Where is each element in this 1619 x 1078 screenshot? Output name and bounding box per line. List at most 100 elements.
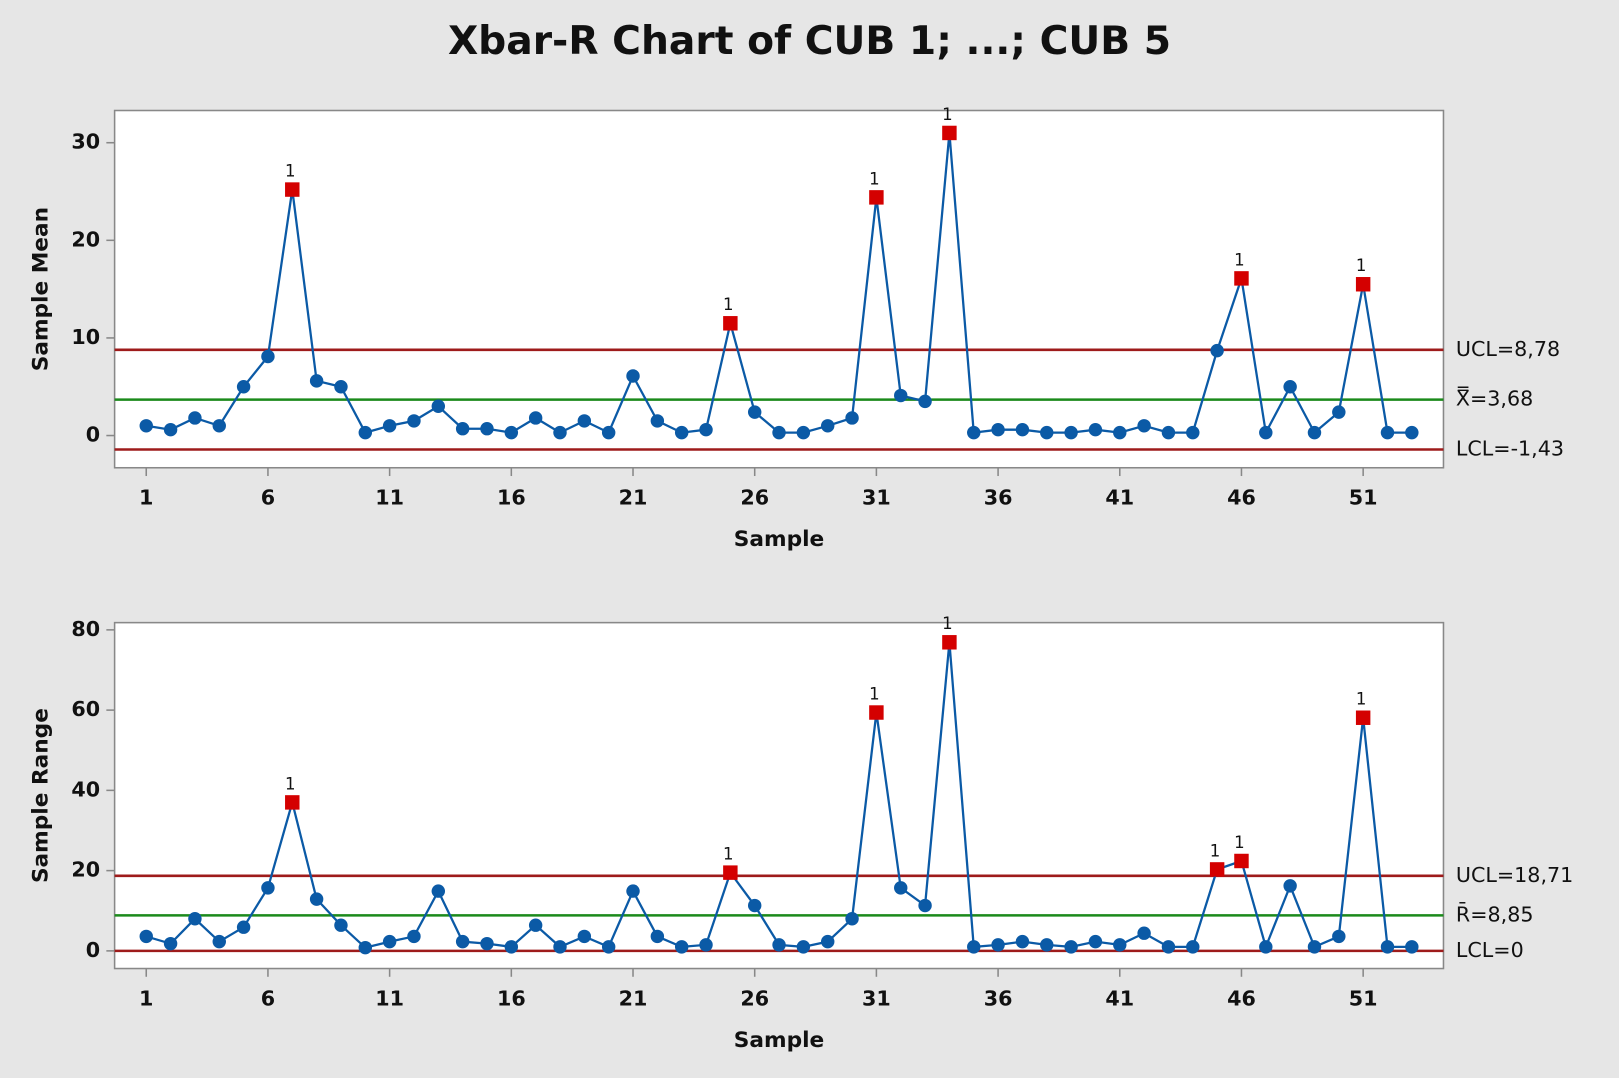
flagged-point	[869, 705, 884, 720]
data-point	[967, 940, 981, 954]
x-tick-label: 6	[261, 486, 275, 510]
y-tick-label: 0	[86, 938, 100, 962]
data-point	[577, 414, 592, 428]
control-line-label: LCL=-1,43	[1456, 437, 1564, 461]
data-point	[1307, 940, 1322, 954]
flagged-point	[285, 795, 300, 810]
x-axis-label: Sample	[734, 1028, 824, 1053]
data-point	[1064, 425, 1078, 440]
x-tick-label: 51	[1349, 486, 1378, 510]
data-point	[601, 425, 616, 440]
y-axis-label: Sample Range	[28, 708, 53, 883]
data-point	[772, 938, 786, 952]
x-tick-label: 41	[1105, 987, 1134, 1011]
data-point	[674, 425, 689, 440]
control-line-label: X̿=3,68	[1456, 386, 1533, 411]
data-point	[188, 411, 202, 425]
data-point	[1161, 940, 1176, 954]
flag-label: 1	[723, 295, 734, 314]
flag-label: 1	[285, 162, 296, 181]
data-point	[601, 940, 616, 954]
data-point	[553, 425, 567, 440]
data-point	[1307, 425, 1322, 440]
flag-label: 1	[942, 105, 953, 124]
data-point	[894, 881, 908, 895]
data-point	[334, 918, 348, 932]
flagged-point	[285, 182, 300, 197]
flagged-point	[1234, 271, 1249, 286]
data-point	[747, 898, 762, 913]
x-axis-label: Sample	[734, 527, 824, 552]
data-point	[261, 881, 275, 895]
data-point	[796, 425, 811, 440]
flag-label: 1	[285, 774, 296, 793]
data-point	[1113, 425, 1127, 440]
y-tick-label: 60	[71, 697, 100, 721]
flag-label: 1	[1356, 256, 1367, 275]
data-point	[309, 374, 324, 388]
y-axis-label: Sample Mean	[28, 207, 53, 371]
data-point	[480, 936, 494, 951]
x-tick-label: 46	[1227, 987, 1256, 1011]
data-point	[455, 422, 470, 436]
data-point	[431, 884, 446, 898]
x-tick-label: 41	[1105, 486, 1134, 510]
plot-area	[113, 621, 1445, 970]
data-point	[699, 938, 713, 952]
flagged-point	[1355, 277, 1371, 292]
data-point	[1137, 926, 1151, 940]
data-point	[212, 934, 226, 949]
data-point	[553, 940, 567, 954]
data-point	[309, 892, 324, 906]
control-line-label: LCL=0	[1456, 938, 1524, 962]
x-tick-label: 26	[740, 987, 769, 1011]
control-line-label: UCL=18,71	[1456, 863, 1573, 887]
data-point	[626, 884, 640, 898]
flagged-point	[1209, 862, 1225, 877]
x-tick-label: 16	[497, 486, 526, 510]
data-point	[991, 938, 1005, 952]
data-point	[577, 929, 592, 944]
x-tick-label: 26	[740, 486, 769, 510]
y-tick-label: 40	[71, 777, 100, 801]
x-tick-label: 36	[984, 987, 1013, 1011]
data-point	[431, 399, 446, 413]
data-point	[967, 425, 981, 440]
flag-label: 1	[1234, 833, 1245, 852]
y-tick-label: 30	[71, 130, 100, 154]
data-point	[1210, 343, 1224, 358]
data-point	[650, 929, 665, 944]
data-point	[772, 425, 786, 440]
data-point	[382, 934, 397, 949]
data-point	[894, 388, 908, 403]
data-point	[407, 929, 421, 944]
data-point	[1088, 422, 1103, 437]
data-point	[382, 419, 397, 433]
flagged-point	[1234, 853, 1249, 869]
flagged-point	[869, 190, 884, 205]
x-tick-label: 11	[375, 987, 404, 1011]
data-point	[626, 369, 640, 383]
flagged-point	[723, 316, 738, 331]
data-point	[1088, 934, 1103, 949]
data-point	[650, 414, 665, 428]
data-point	[674, 940, 689, 954]
data-point	[747, 405, 762, 419]
x-tick-label: 21	[619, 486, 648, 510]
data-point	[358, 940, 373, 955]
flagged-point	[1355, 710, 1371, 725]
data-point	[212, 419, 226, 433]
x-tick-label: 21	[619, 987, 648, 1011]
data-point	[1186, 425, 1200, 440]
flag-label: 1	[869, 684, 880, 703]
data-point	[991, 422, 1005, 437]
x-tick-label: 1	[139, 486, 153, 510]
flag-label: 1	[1356, 690, 1367, 709]
data-point	[528, 918, 543, 932]
data-point	[455, 934, 470, 949]
flag-label: 1	[723, 845, 734, 864]
data-point	[139, 929, 153, 944]
data-point	[1332, 405, 1346, 419]
x-tick-label: 51	[1349, 987, 1378, 1011]
data-point	[1283, 380, 1297, 394]
